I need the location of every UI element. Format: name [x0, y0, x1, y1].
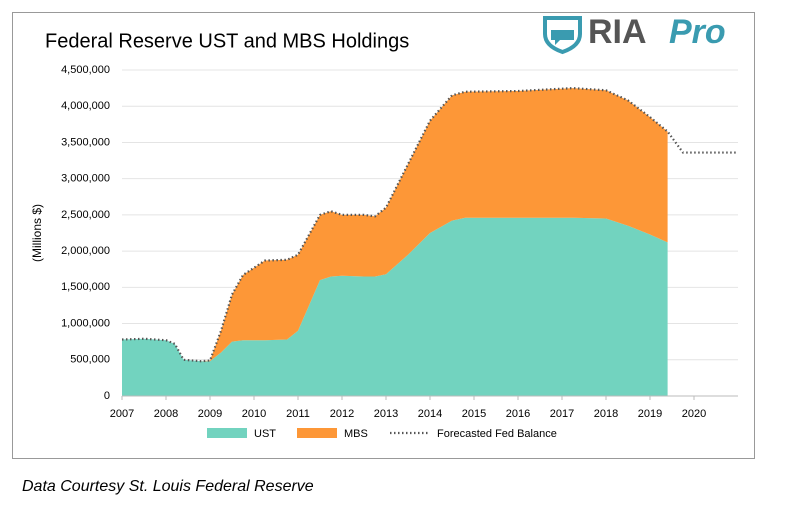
x-tick-label: 2017 [550, 408, 574, 420]
y-tick-label: 500,000 [70, 354, 110, 366]
x-tick-label: 2015 [462, 408, 486, 420]
x-tick-label: 2007 [110, 408, 134, 420]
legend-label: Forecasted Fed Balance [437, 428, 557, 440]
x-tick-label: 2011 [286, 408, 310, 420]
y-tick-label: 4,500,000 [61, 64, 110, 76]
y-axis-label: (Millions $) [30, 204, 44, 262]
y-tick-label: 2,000,000 [61, 245, 110, 257]
forecast-line [121, 87, 738, 363]
x-tick-label: 2013 [374, 408, 398, 420]
x-tick-label: 2014 [418, 408, 442, 420]
y-tick-label: 4,000,000 [61, 100, 110, 112]
legend-label: UST [254, 428, 276, 440]
y-tick-label: 3,500,000 [61, 136, 110, 148]
x-tick-label: 2016 [506, 408, 530, 420]
y-tick-label: 0 [104, 390, 110, 402]
legend-label: MBS [344, 428, 368, 440]
y-tick-label: 2,500,000 [61, 209, 110, 221]
x-tick-label: 2009 [198, 408, 222, 420]
chart-title: Federal Reserve UST and MBS Holdings [45, 30, 409, 52]
y-tick-label: 3,000,000 [61, 173, 110, 185]
caption: Data Courtesy St. Louis Federal Reserve [22, 478, 314, 495]
x-tick-label: 2020 [682, 408, 706, 420]
y-tick-label: 1,500,000 [61, 281, 110, 293]
x-tick-label: 2018 [594, 408, 618, 420]
legend-swatch [207, 428, 247, 438]
x-tick-label: 2019 [638, 408, 662, 420]
x-tick-label: 2010 [242, 408, 266, 420]
logo-accent: Pro [669, 13, 726, 51]
logo-name: RIA [588, 13, 647, 51]
legend-swatch [297, 428, 337, 438]
logo-bubble [551, 30, 574, 45]
area [122, 88, 668, 362]
area [122, 217, 668, 396]
logo-shield [543, 16, 582, 55]
y-tick-label: 1,000,000 [61, 317, 110, 329]
x-tick-label: 2012 [330, 408, 354, 420]
x-tick-label: 2008 [154, 408, 178, 420]
